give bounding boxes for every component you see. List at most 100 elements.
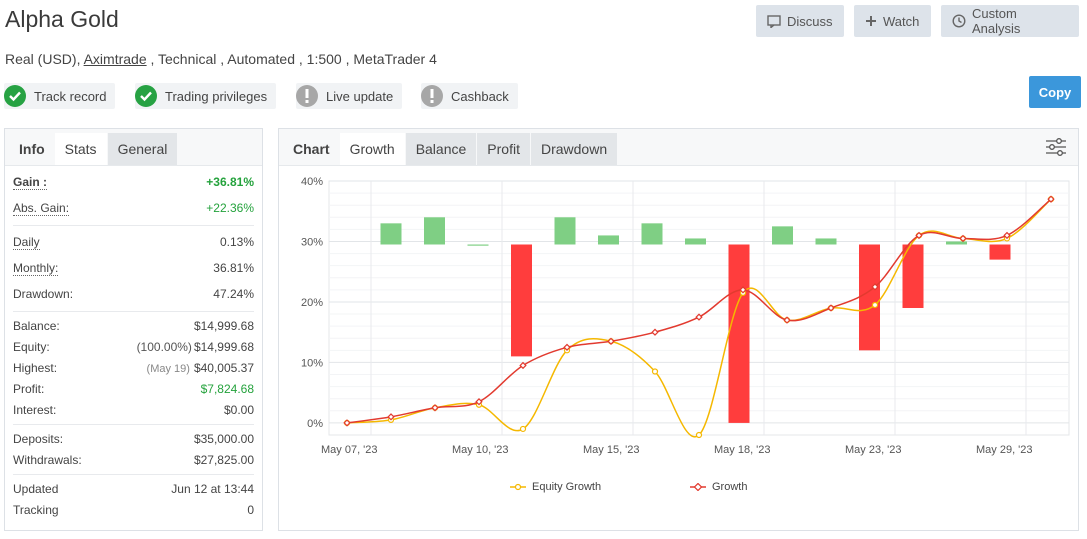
stat-label: Drawdown: — [13, 287, 74, 301]
equity-growth-point — [871, 301, 879, 309]
x-tick-label: May 23, '23 — [845, 444, 902, 456]
stat-label[interactable]: Daily — [13, 234, 40, 250]
tab-stats[interactable]: Stats — [54, 133, 107, 165]
growth-point — [519, 361, 527, 370]
tab-drawdown[interactable]: Drawdown — [530, 133, 618, 165]
y-tick-label: 20% — [301, 297, 323, 309]
stat-label: Highest: — [13, 360, 58, 375]
growth-point — [343, 419, 351, 427]
chart-heading: Chart — [293, 141, 330, 157]
exclamation-icon — [296, 85, 318, 107]
copy-button[interactable]: Copy — [1029, 76, 1081, 108]
watch-button[interactable]: Watch — [854, 5, 931, 37]
equity-growth-point — [695, 431, 703, 439]
x-tick-label: May 18, '23 — [714, 444, 771, 456]
growth-point — [387, 413, 395, 421]
chart-bar — [424, 217, 445, 245]
account-details: , Technical , Automated , 1:500 , MetaTr… — [146, 51, 437, 67]
chart-bar — [554, 217, 576, 245]
badge-live-update: Live update — [296, 83, 403, 109]
badge-label: Track record — [34, 88, 107, 104]
badge-track-record: Track record — [4, 83, 116, 109]
stat-value: +22.36% — [206, 201, 254, 215]
stat-value: 0 — [247, 502, 254, 517]
stat-value: $14,999.68 — [193, 339, 254, 354]
growth-point — [1047, 195, 1055, 203]
stat-value: $27,825.00 — [193, 452, 254, 467]
stat-value: $0.00 — [223, 402, 254, 417]
account-subtitle: Real (USD), Aximtrade , Technical , Auto… — [5, 51, 437, 67]
equity-percent: (100.00%) — [136, 339, 192, 354]
equity-growth-point — [519, 425, 527, 433]
stats-panel: Info Stats General Gain : +36.81% Abs. Ga… — [4, 128, 263, 531]
stat-value: $35,000.00 — [193, 431, 254, 446]
growth-point — [959, 234, 967, 243]
badge-label: Live update — [326, 88, 394, 104]
stat-value: +36.81% — [206, 175, 254, 189]
growth-point — [783, 316, 791, 324]
chart-bar — [598, 235, 619, 245]
stat-label: Withdrawals: — [13, 452, 82, 467]
badge-cashback: Cashback — [421, 83, 518, 109]
growth-point — [563, 343, 571, 351]
growth-point — [475, 398, 483, 406]
stat-label: Interest: — [13, 402, 57, 417]
stat-label: Profit: — [13, 381, 45, 396]
highest-date: (May 19) — [146, 362, 190, 375]
chart-bar — [902, 244, 924, 308]
custom-analysis-button[interactable]: Custom Analysis — [941, 5, 1079, 37]
tab-profit[interactable]: Profit — [477, 133, 530, 165]
chart-bar — [467, 244, 489, 246]
growth-point — [1003, 231, 1011, 240]
watch-label: Watch — [883, 13, 920, 29]
page-title: Alpha Gold — [5, 6, 119, 32]
tab-balance[interactable]: Balance — [405, 133, 477, 165]
chart-settings-button[interactable] — [1045, 137, 1067, 162]
legend-growth-marker — [690, 483, 706, 491]
sliders-icon — [1046, 138, 1066, 156]
check-icon — [135, 85, 157, 107]
stat-deposits: Deposits: $35,000.00 — [13, 428, 254, 449]
stat-label[interactable]: Abs. Gain: — [13, 200, 70, 216]
stat-daily: Daily 0.13% — [13, 229, 254, 255]
growth-point — [827, 304, 835, 312]
check-icon — [4, 85, 26, 107]
badge-trading-privileges: Trading privileges — [135, 83, 277, 109]
stat-monthly: Monthly: 36.81% — [13, 255, 254, 281]
legend-equity-growth[interactable]: Equity Growth — [510, 481, 601, 493]
stat-label[interactable]: Monthly: — [13, 260, 59, 276]
tab-growth[interactable]: Growth — [339, 133, 405, 165]
stat-value: 47.24% — [213, 287, 254, 301]
stat-interest: Interest: $0.00 — [13, 399, 254, 420]
stat-value: Jun 12 at 13:44 — [171, 481, 254, 496]
growth-chart: 40% 30% 20% 10% 0% May 07, '23 May 10, '23 May … — [301, 176, 1070, 456]
growth-point — [871, 283, 879, 291]
tab-general[interactable]: General — [107, 133, 178, 165]
clock-icon — [952, 14, 966, 28]
x-tick-label: May 29, '23 — [976, 444, 1033, 456]
growth-point — [651, 328, 659, 336]
chart-bar — [728, 244, 750, 423]
stat-label[interactable]: Gain : — [13, 174, 48, 190]
stat-label: Updated — [13, 481, 59, 496]
stat-balance: Balance: $14,999.68 — [13, 315, 254, 336]
legend-label: Growth — [712, 481, 748, 493]
stat-equity: Equity: (100.00%) $14,999.68 — [13, 336, 254, 357]
y-tick-label: 30% — [301, 236, 323, 248]
stat-updated: Updated Jun 12 at 13:44 — [13, 478, 254, 499]
chart-tabs: Chart Growth Balance Profit Drawdown — [279, 129, 1078, 166]
discuss-button[interactable]: Discuss — [756, 5, 844, 37]
stat-label: Equity: — [13, 339, 50, 354]
y-tick-label: 0% — [307, 418, 323, 430]
custom-analysis-label: Custom Analysis — [971, 6, 1021, 36]
chart-panel: Chart Growth Balance Profit Drawdown 40%… — [278, 128, 1079, 531]
chart-bar — [641, 223, 663, 245]
legend-growth[interactable]: Growth — [690, 481, 747, 493]
stat-gain: Gain : +36.81% — [13, 169, 254, 195]
broker-link[interactable]: Aximtrade — [83, 51, 147, 67]
info-heading: Info — [19, 141, 45, 157]
plus-icon — [866, 16, 876, 26]
y-tick-label: 40% — [301, 176, 323, 188]
chart-bar — [511, 244, 532, 357]
chart-bar — [859, 244, 880, 351]
